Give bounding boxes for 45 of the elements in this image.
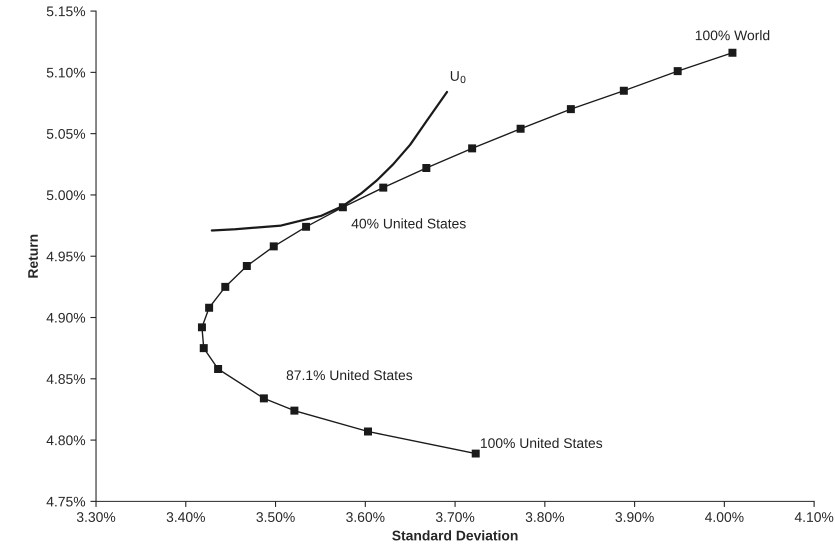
annotation: 100% United States bbox=[480, 438, 602, 448]
x-tick-label: 4.00% bbox=[704, 512, 744, 522]
x-tick-label: 3.60% bbox=[346, 512, 385, 522]
y-tick-label: 5.05% bbox=[46, 128, 86, 139]
annotation: 40% United States bbox=[352, 218, 466, 229]
y-tick-label: 4.95% bbox=[46, 252, 86, 262]
x-tick-label: 3.50% bbox=[256, 512, 295, 522]
point bbox=[270, 242, 278, 250]
annotation: U$_{0}$ bbox=[450, 71, 466, 84]
x-tick-label: 3.40% bbox=[166, 512, 205, 522]
point bbox=[214, 365, 222, 373]
point bbox=[200, 344, 208, 352]
x-axis-title: Standard Deviation bbox=[392, 530, 518, 540]
point bbox=[468, 144, 476, 152]
annotation: 100% World bbox=[696, 30, 770, 40]
point bbox=[221, 282, 230, 291]
point bbox=[302, 222, 310, 231]
point bbox=[422, 164, 430, 172]
point bbox=[472, 450, 480, 458]
annotation: 87.1% United States bbox=[286, 370, 412, 380]
point bbox=[516, 124, 525, 133]
x-tick-label: 3.30% bbox=[76, 512, 116, 522]
y-axis-title: Return bbox=[28, 234, 38, 278]
point bbox=[205, 304, 214, 312]
point bbox=[290, 406, 298, 415]
y-tick-label: 4.90% bbox=[46, 312, 86, 323]
y-tick-label: 4.80% bbox=[46, 435, 86, 446]
point bbox=[728, 48, 736, 57]
y-tick-label: 4.85% bbox=[46, 374, 86, 384]
x-tick-label: 3.90% bbox=[615, 512, 654, 522]
point bbox=[379, 184, 388, 192]
y-tick-label: 4.75% bbox=[46, 496, 86, 507]
x-tick-label: 3.80% bbox=[526, 512, 564, 522]
point bbox=[364, 428, 372, 436]
point bbox=[566, 105, 575, 114]
y-tick-label: 5.15% bbox=[46, 6, 86, 16]
y-tick-label: 5.10% bbox=[46, 68, 86, 78]
point bbox=[620, 86, 628, 95]
x-tick-label: 3.70% bbox=[436, 512, 474, 522]
point bbox=[242, 262, 251, 270]
point bbox=[260, 394, 268, 402]
y-tick-label: 5.00% bbox=[46, 190, 86, 200]
point bbox=[674, 67, 682, 76]
point bbox=[198, 323, 206, 332]
x-tick-label: 4.10% bbox=[794, 512, 834, 522]
